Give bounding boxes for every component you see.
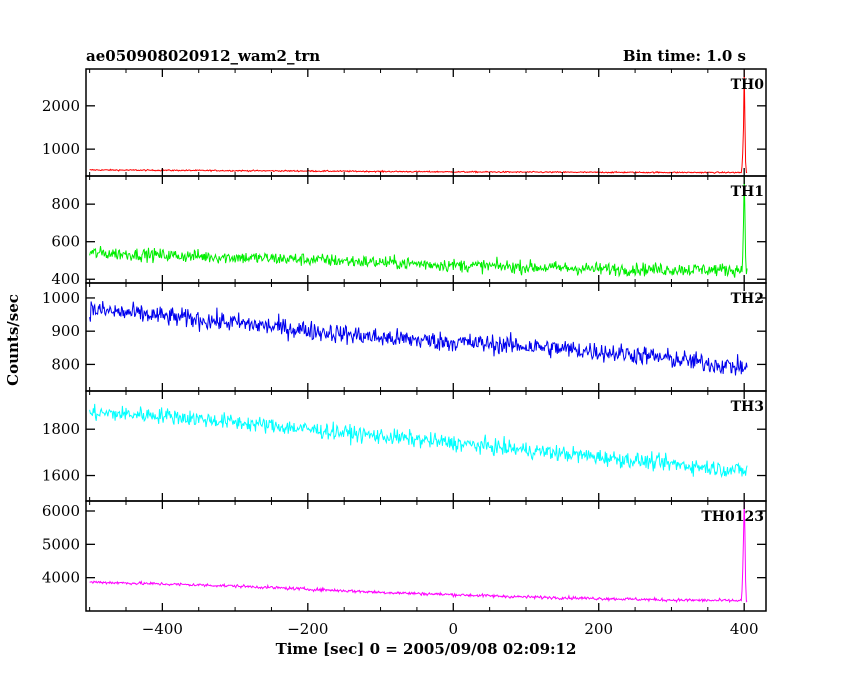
x-tick-label--200: −200 (287, 620, 328, 638)
panel-label-th1: TH1 (731, 184, 764, 200)
x-axis-label: Time [sec] 0 = 2005/09/08 02:09:12 (276, 640, 577, 658)
panel-frame-th0123 (85, 500, 767, 612)
series-line-th2 (89, 301, 748, 376)
series-line-th0123 (89, 500, 748, 604)
x-tick-label-400: 400 (730, 620, 759, 638)
series-line-th3 (89, 403, 748, 479)
bin-time-label: Bin time: 1.0 s (623, 47, 746, 65)
panel-label-th2: TH2 (731, 291, 764, 307)
chart-title: ae050908020912_wam2_trn (86, 47, 320, 65)
x-tick-label-200: 200 (584, 620, 613, 638)
series-line-th0 (89, 68, 748, 175)
y-tick-label-th1-600: 600 (51, 233, 80, 251)
panel-label-th3: TH3 (731, 399, 764, 415)
x-tick-label-0: 0 (448, 620, 458, 638)
y-tick-label-th2-800: 800 (51, 355, 80, 373)
panel-label-th0123: TH0123 (701, 509, 764, 525)
x-tick-label--400: −400 (142, 620, 183, 638)
panel-frame-th3 (85, 390, 767, 502)
y-tick-label-th1-400: 400 (51, 270, 80, 288)
y-tick-label-th3-1800: 1800 (42, 420, 80, 438)
panel-frame-th0 (85, 68, 767, 177)
y-tick-label-th2-900: 900 (51, 322, 80, 340)
y-tick-label-th2-1000: 1000 (42, 289, 80, 307)
y-tick-label-th0-1000: 1000 (42, 140, 80, 158)
y-tick-label-th3-1600: 1600 (42, 467, 80, 485)
y-tick-label-th0123-4000: 4000 (42, 569, 80, 587)
y-axis-label: Counts/sec (4, 294, 22, 386)
y-tick-label-th0123-5000: 5000 (42, 535, 80, 553)
y-tick-label-th0123-6000: 6000 (42, 502, 80, 520)
panel-label-th0: TH0 (731, 77, 765, 93)
y-tick-label-th1-800: 800 (51, 195, 80, 213)
series-line-th1 (89, 175, 748, 278)
y-tick-label-th0-2000: 2000 (42, 97, 80, 115)
